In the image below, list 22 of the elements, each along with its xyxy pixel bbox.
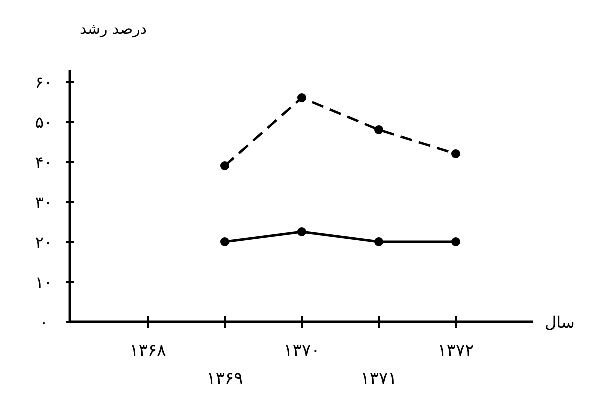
y-tick-label: ۲۰ bbox=[35, 233, 53, 252]
y-tick-label: ۶۰ bbox=[35, 73, 53, 92]
point bbox=[298, 94, 306, 102]
point bbox=[298, 228, 306, 236]
point bbox=[374, 126, 384, 134]
point bbox=[220, 162, 230, 170]
x-tick-label: ۱۳۷۲ bbox=[438, 341, 474, 361]
x-axis-title: سال bbox=[545, 313, 575, 332]
x-tick-label: ۱۳۷۱ bbox=[360, 369, 398, 389]
point bbox=[374, 238, 384, 246]
y-tick-label: ۱۰ bbox=[35, 273, 53, 292]
point bbox=[220, 238, 230, 246]
y-tick-label: ۳۰ bbox=[35, 193, 53, 212]
point bbox=[452, 150, 460, 158]
x-tick-label: ۱۳۶۸ bbox=[130, 341, 166, 361]
y-tick-label: ۵۰ bbox=[35, 113, 53, 132]
y-tick-label: ۴۰ bbox=[35, 153, 53, 172]
x-tick-label: ۱۳۶۹ bbox=[206, 369, 244, 389]
point bbox=[452, 238, 460, 246]
y-axis-title: درصد رشد bbox=[80, 20, 147, 38]
x-tick-label: ۱۳۷۰ bbox=[284, 341, 320, 361]
y-tick-label: ۰ bbox=[40, 313, 48, 332]
